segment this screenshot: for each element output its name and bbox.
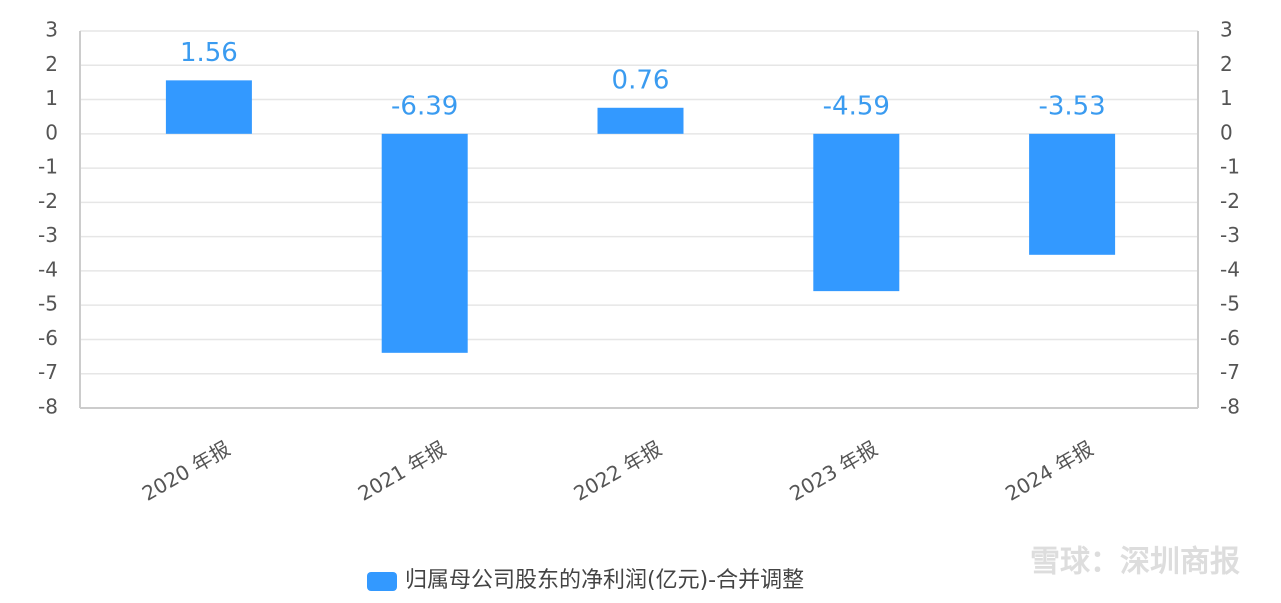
legend-label: 归属母公司股东的净利润(亿元)-合并调整 <box>405 568 804 593</box>
legend-swatch <box>367 572 397 591</box>
y2-tick-label: 0 <box>1220 120 1233 144</box>
y2-tick-label: -5 <box>1220 292 1240 316</box>
y2-tick-label: 1 <box>1220 86 1233 110</box>
watermark: 雪球：深圳商报 <box>1030 545 1240 580</box>
x-tick-label: 2024 年报 <box>1001 436 1097 505</box>
y-tick-label: -8 <box>38 395 58 419</box>
y2-tick-label: -3 <box>1220 223 1240 247</box>
y2-tick-label: 2 <box>1220 52 1233 76</box>
y2-tick-label: -1 <box>1220 155 1240 179</box>
bar <box>381 133 468 353</box>
y-tick-label: 1 <box>45 86 58 110</box>
y-tick-label: -1 <box>38 155 58 179</box>
value-label: -6.39 <box>391 91 458 121</box>
y-tick-label: -2 <box>38 189 58 213</box>
value-label: 1.56 <box>180 38 238 68</box>
bar <box>597 107 684 134</box>
bar <box>1029 133 1116 255</box>
value-label: 0.76 <box>612 65 670 95</box>
bar <box>813 133 900 292</box>
y2-tick-label: 3 <box>1220 18 1233 42</box>
y-tick-label: 0 <box>45 120 58 144</box>
y-tick-label: 2 <box>45 52 58 76</box>
x-tick-label: 2022 年报 <box>570 436 666 505</box>
x-tick-label: 2021 年报 <box>354 436 450 505</box>
y-tick-label: -7 <box>38 360 58 384</box>
x-tick-label: 2020 年报 <box>138 436 234 505</box>
y-tick-label: -4 <box>38 257 58 281</box>
y-tick-label: -5 <box>38 292 58 316</box>
value-label: -4.59 <box>823 91 890 121</box>
y2-tick-label: -7 <box>1220 360 1240 384</box>
bar <box>165 80 252 134</box>
y2-tick-label: -6 <box>1220 326 1240 350</box>
y-tick-label: -3 <box>38 223 58 247</box>
y-tick-label: 3 <box>45 18 58 42</box>
y2-tick-label: -2 <box>1220 189 1240 213</box>
x-tick-label: 2023 年报 <box>785 436 881 505</box>
y2-tick-label: -8 <box>1220 395 1240 419</box>
value-label: -3.53 <box>1038 91 1105 121</box>
y-tick-label: -6 <box>38 326 58 350</box>
y2-tick-label: -4 <box>1220 257 1240 281</box>
